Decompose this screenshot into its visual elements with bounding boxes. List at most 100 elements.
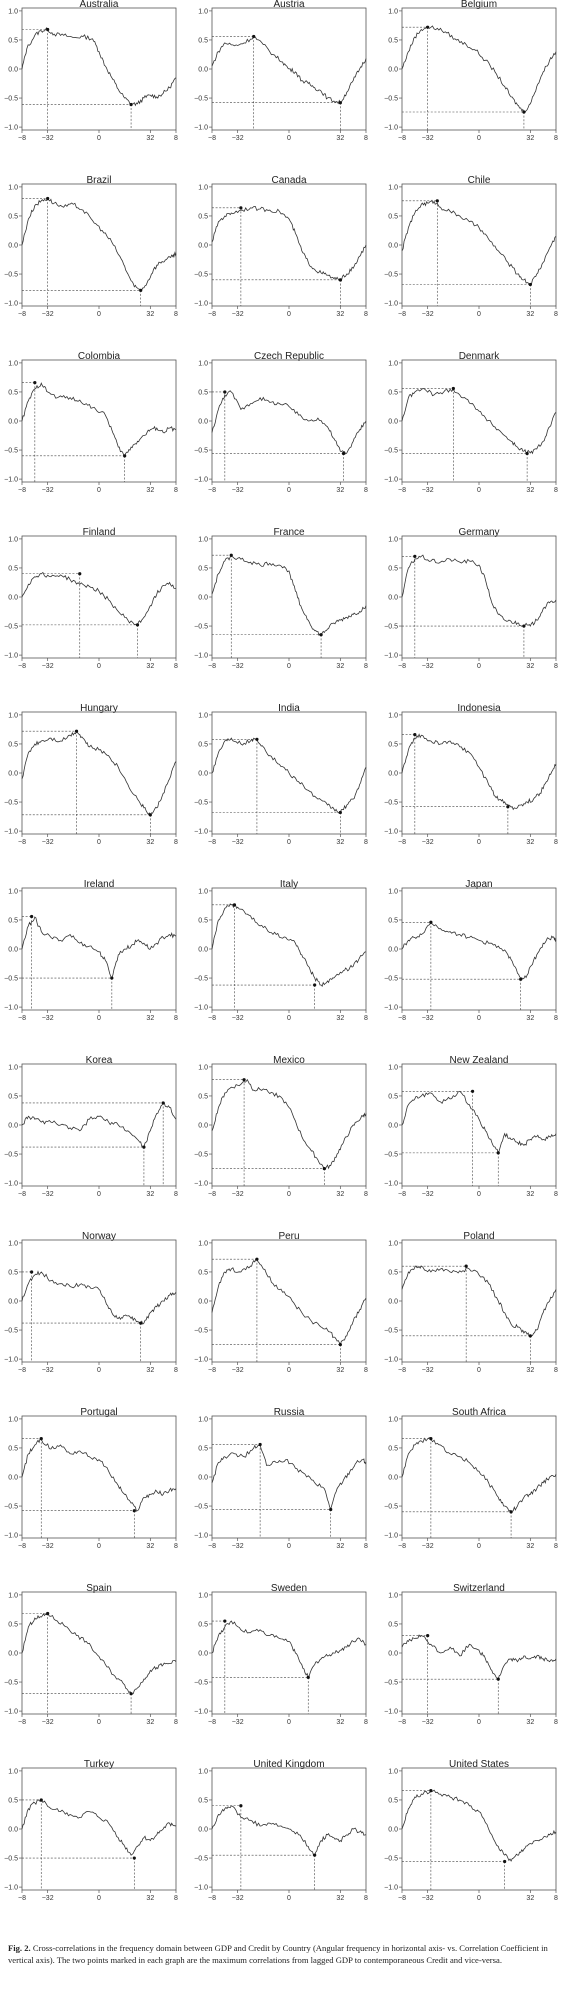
- y-tick-label: 0.5: [8, 1269, 18, 1276]
- x-tick-label: −8: [398, 1191, 406, 1198]
- y-tick-label: −1.0: [194, 1180, 208, 1187]
- plot-frame: [21, 1767, 177, 1891]
- panel-united-states: United States 1.0 0.5 0.0 −0.5 −1.0 −8 −32 0 32 8: [384, 1759, 574, 1936]
- x-tick-label: −32: [422, 1895, 434, 1902]
- trough-marker: [338, 278, 342, 282]
- chart-svg-japan: Japan 1.0 0.5 0.0 −0.5 −1.0−8 −32 0 32 8: [384, 879, 558, 1022]
- x-tick-label: 8: [554, 487, 558, 494]
- y-tick-label: −1.0: [4, 1180, 18, 1187]
- x-tick-label: 0: [97, 1191, 101, 1198]
- x-tick-label: 0: [97, 135, 101, 142]
- peak-marker: [429, 1437, 433, 1441]
- y-tick-label: 0.5: [388, 565, 398, 572]
- x-tick-label: 0: [97, 1543, 101, 1550]
- y-tick-label: 1.0: [198, 1592, 208, 1599]
- y-tick-label: −0.5: [194, 1503, 208, 1510]
- y-tick-label: 1.0: [198, 1064, 208, 1071]
- y-tick-label: 0.0: [198, 770, 208, 777]
- x-tick-label: −8: [18, 1895, 26, 1902]
- y-tick-label: 0.0: [388, 770, 398, 777]
- y-tick-label: −0.5: [4, 975, 18, 982]
- correlation-series-line: [211, 555, 367, 636]
- plot-frame: [401, 1591, 557, 1715]
- x-tick-label: 32: [146, 1367, 154, 1374]
- chart-svg-colombia: Colombia 1.0 0.5 0.0 −0.5 −1.0−8 −32 0 32 8: [4, 351, 178, 494]
- x-tick-label: −8: [18, 1015, 26, 1022]
- x-tick-label: 32: [146, 135, 154, 142]
- x-tick-label: −8: [18, 1719, 26, 1726]
- panel-title: Hungary: [80, 703, 118, 714]
- panel-turkey: Turkey 1.0 0.5 0.0 −0.5 −1.0 −8 −32 0 32 8: [4, 1759, 194, 1936]
- plot-frame: [211, 183, 367, 307]
- y-tick-label: 0.0: [388, 418, 398, 425]
- y-tick-label: 0.0: [388, 1826, 398, 1833]
- plot-frame: [401, 1063, 557, 1187]
- y-tick-label: −0.5: [194, 1327, 208, 1334]
- panel-title: South Africa: [452, 1407, 506, 1418]
- y-tick-label: 0.0: [388, 594, 398, 601]
- y-tick-label: −0.5: [384, 1855, 398, 1862]
- panel-title: Russia: [274, 1407, 305, 1418]
- panel-italy: Italy 1.0 0.5 0.0 −0.5 −1.0 −8 −32 0 32 8: [194, 879, 384, 1056]
- y-tick-label: 0.0: [8, 1826, 18, 1833]
- y-tick-label: 1.0: [388, 1064, 398, 1071]
- plot-frame: [401, 887, 557, 1011]
- y-tick-label: 1.0: [198, 360, 208, 367]
- y-tick-label: −1.0: [194, 1004, 208, 1011]
- y-tick-label: 0.0: [8, 1650, 18, 1657]
- panel-title: Turkey: [84, 1759, 114, 1770]
- x-tick-label: 0: [477, 839, 481, 846]
- y-tick-label: −1.0: [384, 1356, 398, 1363]
- chart-svg-denmark: Denmark 1.0 0.5 0.0 −0.5 −1.0−8 −32 0 32 8: [384, 351, 558, 494]
- panel-canada: Canada 1.0 0.5 0.0 −0.5 −1.0 −8 −32 0 32 8: [194, 175, 384, 352]
- x-tick-label: −32: [232, 1191, 244, 1198]
- correlation-series-line: [401, 1090, 557, 1155]
- x-tick-label: 8: [554, 839, 558, 846]
- x-tick-label: −8: [398, 1719, 406, 1726]
- peak-marker: [223, 1619, 227, 1623]
- x-tick-label: 8: [364, 1367, 368, 1374]
- trough-marker: [329, 1507, 333, 1512]
- x-tick-label: −8: [208, 135, 216, 142]
- x-tick-label: −32: [232, 1543, 244, 1550]
- x-tick-label: −32: [42, 1543, 54, 1550]
- y-tick-label: 0.5: [198, 1797, 208, 1804]
- y-tick-label: −1.0: [4, 1356, 18, 1363]
- x-tick-label: −8: [18, 311, 26, 318]
- x-tick-label: 0: [477, 311, 481, 318]
- panel-belgium: Belgium 1.0 0.5 0.0 −0.5 −1.0 −8 −32 0 32 8: [384, 0, 574, 176]
- panel-title: Italy: [280, 879, 298, 890]
- y-tick-label: 0.5: [198, 1445, 208, 1452]
- y-tick-label: 1.0: [388, 712, 398, 719]
- x-tick-label: −32: [422, 1543, 434, 1550]
- x-tick-label: −32: [232, 311, 244, 318]
- x-tick-label: 0: [477, 1015, 481, 1022]
- x-tick-label: 32: [526, 839, 534, 846]
- peak-marker: [255, 1257, 259, 1261]
- panel-korea: Korea 1.0 0.5 0.0 −0.5 −1.0 −8 −32 0 32 8: [4, 1055, 194, 1232]
- y-tick-label: 0.5: [8, 1445, 18, 1452]
- y-tick-label: 0.0: [8, 1122, 18, 1129]
- figure-grid: Australia 1.0 0.5 0.0 −0.5 −1.0 −8 −32 0 32 8 Austr…: [4, 0, 574, 1936]
- x-tick-label: 0: [477, 663, 481, 670]
- correlation-series-line: [401, 1437, 557, 1513]
- x-tick-label: 32: [146, 1015, 154, 1022]
- x-tick-label: 32: [336, 1543, 344, 1550]
- panel-spain: Spain 1.0 0.5 0.0 −0.5 −1.0 −8 −32 0 32 8: [4, 1583, 194, 1760]
- trough-marker: [509, 1510, 513, 1514]
- correlation-series-line: [211, 1258, 367, 1346]
- y-tick-label: 1.0: [8, 8, 18, 15]
- x-tick-label: −32: [42, 1895, 54, 1902]
- panel-united-kingdom: United Kingdom 1.0 0.5 0.0 −0.5 −1.0 −8 −32 0 32 8: [194, 1759, 384, 1936]
- trough-marker: [496, 1151, 500, 1155]
- x-tick-label: 8: [554, 135, 558, 142]
- y-tick-label: −0.5: [194, 623, 208, 630]
- x-tick-label: 32: [526, 1895, 534, 1902]
- y-tick-label: −1.0: [384, 1708, 398, 1715]
- correlation-series-line: [21, 1799, 177, 1856]
- correlation-series-line: [211, 1078, 367, 1170]
- x-tick-label: −8: [398, 1367, 406, 1374]
- trough-marker: [341, 451, 346, 456]
- x-tick-label: 32: [146, 1719, 154, 1726]
- panel-new-zealand: New Zealand 1.0 0.5 0.0 −0.5 −1.0 −8 −32 0 32 8: [384, 1055, 574, 1232]
